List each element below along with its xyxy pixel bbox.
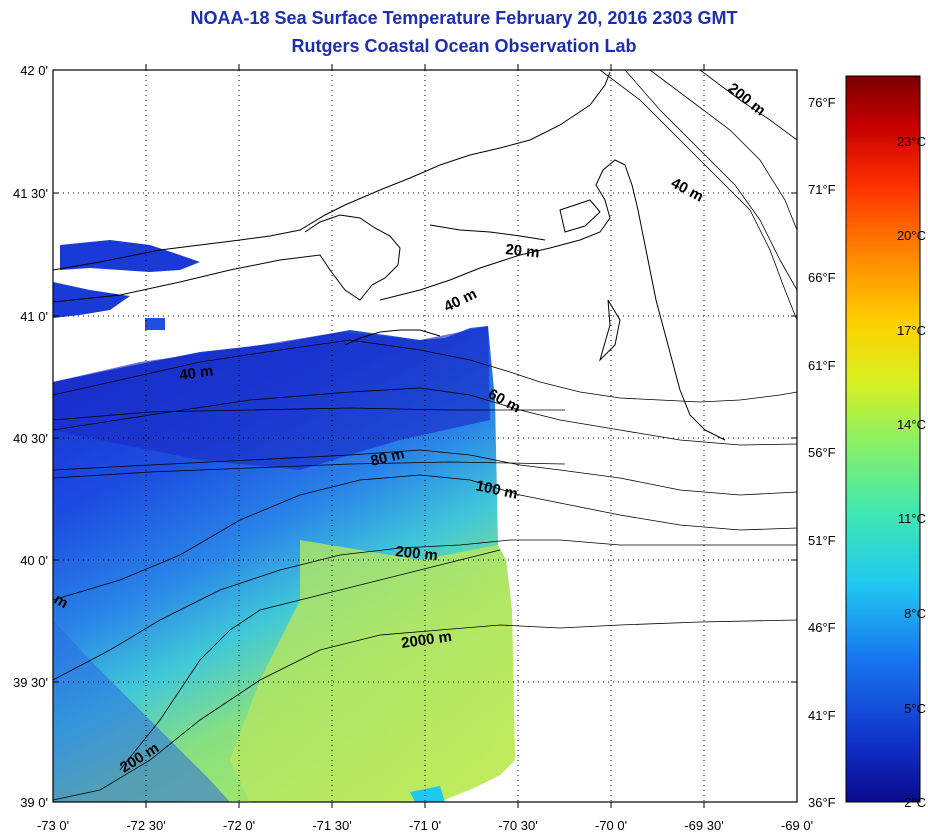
celsius-labels: 23°C 20°C 17°C 14°C 11°C 8°C 5°C 2°C xyxy=(897,134,926,810)
lon-label: -71 0' xyxy=(409,818,441,833)
lon-label: -71 30' xyxy=(312,818,351,833)
lat-label: 40 30' xyxy=(13,431,48,446)
lat-label: 42 0' xyxy=(20,63,48,78)
lon-label: -69 0' xyxy=(781,818,813,833)
fahrenheit-labels: 76°F 71°F 66°F 61°F 56°F 51°F 46°F 41°F … xyxy=(808,95,836,810)
fahrenheit-label: 46°F xyxy=(808,620,836,635)
fahrenheit-label: 71°F xyxy=(808,182,836,197)
celsius-label: 5°C xyxy=(904,701,926,716)
fahrenheit-label: 51°F xyxy=(808,533,836,548)
celsius-label: 17°C xyxy=(897,323,926,338)
celsius-label: 14°C xyxy=(897,417,926,432)
fahrenheit-label: 61°F xyxy=(808,358,836,373)
fahrenheit-label: 76°F xyxy=(808,95,836,110)
celsius-label: 8°C xyxy=(904,606,926,621)
temperature-colorbar xyxy=(845,75,921,803)
celsius-label: 20°C xyxy=(897,228,926,243)
celsius-label: 2°C xyxy=(904,795,926,810)
coastline xyxy=(52,71,726,441)
lon-label: -72 30' xyxy=(126,818,165,833)
lat-label: 39 30' xyxy=(13,675,48,690)
isobath-label: 2000 m xyxy=(400,628,453,652)
isobath-label: 40 m xyxy=(178,362,214,384)
frame-ticks xyxy=(53,64,797,808)
lat-label: 39 0' xyxy=(20,795,48,810)
lon-label: -69 30' xyxy=(684,818,723,833)
longitude-labels: -73 0' -72 30' -72 0' -71 30' -71 0' -70… xyxy=(37,818,813,833)
lat-label: 40 0' xyxy=(20,553,48,568)
lat-label: 41 30' xyxy=(13,186,48,201)
lon-label: -72 0' xyxy=(223,818,255,833)
fahrenheit-label: 36°F xyxy=(808,795,836,810)
graticule xyxy=(53,70,797,802)
map-title: NOAA-18 Sea Surface Temperature February… xyxy=(190,8,738,28)
fahrenheit-label: 66°F xyxy=(808,270,836,285)
isobath-label: 200 m xyxy=(395,543,439,564)
map-subtitle: Rutgers Coastal Ocean Observation Lab xyxy=(291,36,637,56)
celsius-label: 11°C xyxy=(898,511,926,526)
celsius-label: 23°C xyxy=(897,134,926,149)
lon-label: -70 30' xyxy=(498,818,537,833)
isobath-label: 20 m xyxy=(505,241,541,261)
fahrenheit-label: 41°F xyxy=(808,708,836,723)
lat-label: 41 0' xyxy=(20,309,48,324)
lon-label: -73 0' xyxy=(37,818,69,833)
lon-label: -70 0' xyxy=(595,818,627,833)
latitude-labels: 42 0' 41 30' 41 0' 40 30' 40 0' 39 30' 3… xyxy=(13,63,48,810)
isobaths xyxy=(52,69,798,801)
fahrenheit-label: 56°F xyxy=(808,445,836,460)
